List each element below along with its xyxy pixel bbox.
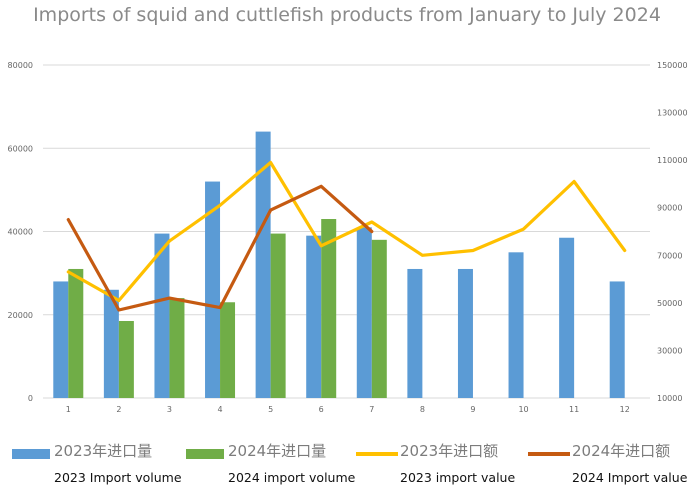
x-axis-tick-label: 12 [620,405,630,414]
right-axis-tick-label: 150000 [657,61,688,70]
bar-2023年进口量-9 [457,268,473,398]
x-axis-tick-label: 4 [217,405,222,414]
bar-2023年进口量-5 [255,131,271,398]
bar-2023年进口量-4 [205,181,221,398]
bar-2023年进口量-10 [508,252,524,398]
x-axis-tick-label: 6 [319,405,324,414]
legend-label-2024-value: 2024年进口额 [572,442,671,460]
x-axis-tick-label: 5 [268,405,273,414]
legend-swatch-2023-volume [12,449,50,459]
right-axis-tick-label: 50000 [657,299,682,308]
left-axis-tick-label: 60000 [8,144,33,153]
x-axis-tick-label: 2 [116,405,121,414]
right-axis-tick-label: 10000 [657,394,682,403]
left-axis-tick-label: 80000 [8,61,33,70]
bar-2024年进口量-5 [270,233,286,398]
x-axis-tick-label: 9 [470,405,475,414]
bar-2024年进口量-7 [371,239,387,398]
bar-2023年进口量-6 [306,235,322,398]
right-axis-tick-label: 130000 [657,109,688,118]
legend-swatch-2023-value [356,452,398,456]
bar-2023年进口量-3 [154,233,170,398]
left-axis-tick-label: 20000 [8,311,33,320]
line-2023年进口额 [66,160,627,303]
bar-2023年进口量-2 [103,289,119,398]
x-axis-tick-label: 7 [369,405,374,414]
bar-2023年进口量-7 [356,227,372,398]
legend-swatch-2024-value [528,452,570,456]
bar-2023年进口量-1 [53,281,69,398]
legend-subtitle-2024-volume: 2024 import volume [228,470,356,485]
bar-2023年进口量-12 [609,281,625,398]
legend-subtitle-2023-volume: 2023 Import volume [54,470,182,485]
x-axis-tick-label: 11 [569,405,579,414]
bar-2024年进口量-3 [169,298,185,398]
legend-subtitle-2024-value: 2024 Import value [572,470,688,485]
left-axis-tick-label: 0 [28,394,33,403]
x-axis-tick-label: 1 [66,405,71,414]
bar-2024年进口量-2 [118,320,134,398]
x-axis-tick-labels: 1 2 3 4 5 6 7 8 9 10 11 12 [66,405,630,414]
bar-2023年进口量-8 [407,268,423,398]
legend-label-2024-volume: 2024年进口量 [228,442,327,460]
right-axis-tick-label: 70000 [657,251,682,260]
legend-label-2023-volume: 2023年进口量 [54,442,153,460]
x-axis-tick-label: 8 [420,405,425,414]
x-axis-tick-label: 10 [518,405,528,414]
bar-2024年进口量-6 [321,219,337,398]
x-axis-tick-label: 3 [167,405,172,414]
chart-plot-area: 0 20000 40000 60000 80000 10000 30000 50000 700… [8,61,688,414]
line-series [66,160,627,312]
right-axis-tick-label: 30000 [657,346,682,355]
left-axis-tick-label: 40000 [8,228,33,237]
chart-title: Imports of squid and cuttlefish products… [33,4,661,26]
legend-subtitle-2023-value: 2023 import value [400,470,516,485]
chart-legend: 2023年进口量 2023 Import volume 2024年进口量 202… [0,436,694,491]
bar-2023年进口量-11 [559,237,575,398]
right-axis-tick-labels: 10000 30000 50000 70000 90000 110000 130000 150… [657,61,688,403]
bar-2024年进口量-4 [220,302,236,398]
legend-swatch-2024-volume [186,449,224,459]
bar-2024年进口量-1 [68,268,84,398]
bar-series [53,131,625,398]
line-2024年进口额 [66,184,374,312]
legend-label-2023-value: 2023年进口额 [400,442,499,460]
left-axis-tick-labels: 0 20000 40000 60000 80000 [8,61,33,403]
right-axis-tick-label: 110000 [657,156,688,165]
gridlines [43,64,650,399]
right-axis-tick-label: 90000 [657,204,682,213]
